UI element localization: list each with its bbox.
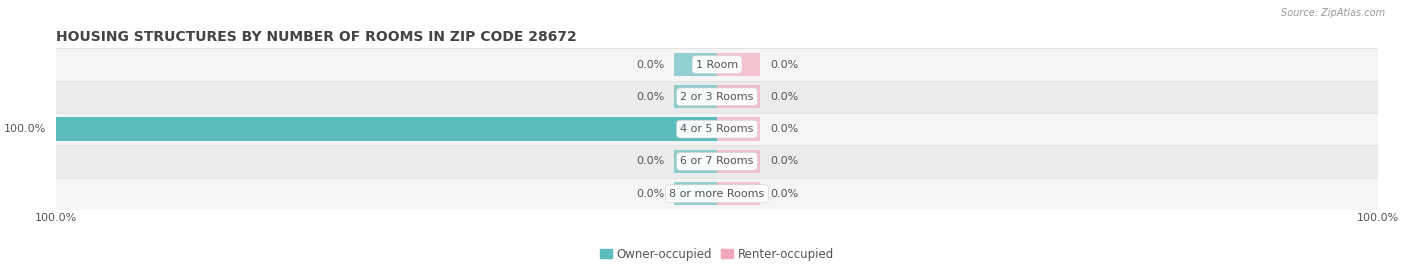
Text: 0.0%: 0.0% bbox=[636, 156, 664, 167]
Text: 4 or 5 Rooms: 4 or 5 Rooms bbox=[681, 124, 754, 134]
Text: 0.0%: 0.0% bbox=[770, 92, 799, 102]
Bar bbox=[717, 150, 761, 173]
Bar bbox=[717, 118, 761, 141]
Bar bbox=[673, 150, 717, 173]
Text: 2 or 3 Rooms: 2 or 3 Rooms bbox=[681, 92, 754, 102]
Text: 1 Room: 1 Room bbox=[696, 59, 738, 70]
Text: 0.0%: 0.0% bbox=[636, 59, 664, 70]
Text: 0.0%: 0.0% bbox=[770, 59, 799, 70]
Bar bbox=[717, 85, 761, 108]
Bar bbox=[56, 145, 1378, 178]
Bar bbox=[56, 81, 1378, 113]
Bar bbox=[56, 113, 1378, 145]
Text: 0.0%: 0.0% bbox=[770, 189, 799, 199]
Text: HOUSING STRUCTURES BY NUMBER OF ROOMS IN ZIP CODE 28672: HOUSING STRUCTURES BY NUMBER OF ROOMS IN… bbox=[56, 30, 576, 44]
Bar bbox=[56, 48, 1378, 81]
Text: 100.0%: 100.0% bbox=[4, 124, 46, 134]
Text: 0.0%: 0.0% bbox=[636, 189, 664, 199]
Bar bbox=[56, 118, 717, 141]
Text: 6 or 7 Rooms: 6 or 7 Rooms bbox=[681, 156, 754, 167]
Bar bbox=[717, 182, 761, 205]
Text: 0.0%: 0.0% bbox=[636, 92, 664, 102]
Text: Source: ZipAtlas.com: Source: ZipAtlas.com bbox=[1281, 8, 1385, 18]
Legend: Owner-occupied, Renter-occupied: Owner-occupied, Renter-occupied bbox=[595, 243, 839, 265]
Bar bbox=[717, 53, 761, 76]
Bar bbox=[673, 85, 717, 108]
Text: 0.0%: 0.0% bbox=[770, 156, 799, 167]
Text: 8 or more Rooms: 8 or more Rooms bbox=[669, 189, 765, 199]
Text: 0.0%: 0.0% bbox=[770, 124, 799, 134]
Bar bbox=[56, 178, 1378, 210]
Bar bbox=[673, 182, 717, 205]
Bar bbox=[673, 53, 717, 76]
